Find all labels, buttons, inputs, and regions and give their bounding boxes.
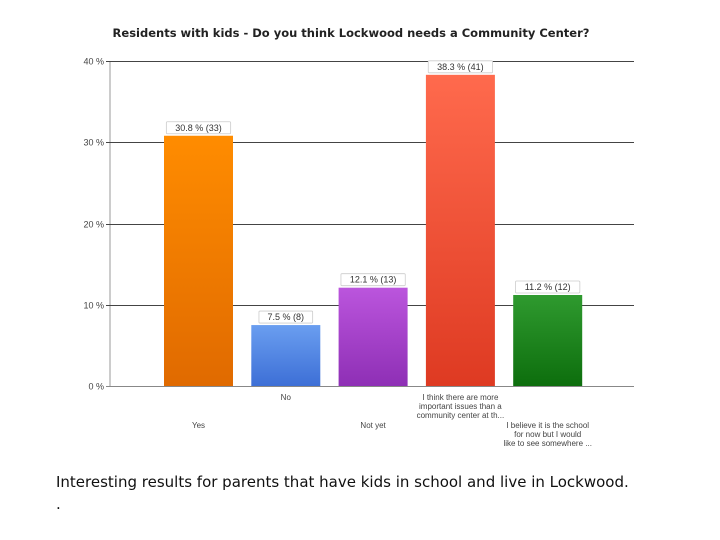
data-label-box	[515, 280, 581, 294]
data-label: 38.3 % (41)	[437, 62, 484, 72]
chart-title: Residents with kids - Do you think Lockw…	[113, 26, 590, 40]
category-label: Not yet	[360, 421, 386, 430]
data-label: 7.5 % (8)	[268, 312, 305, 322]
y-tick-label: 30 %	[83, 138, 104, 148]
bar	[338, 287, 408, 386]
category-label: I believe it is the school for now but I …	[503, 421, 591, 448]
bar	[251, 325, 321, 386]
bar	[425, 74, 495, 386]
data-label-box	[165, 121, 232, 135]
category-label: I think there are more important issues t…	[417, 393, 505, 420]
category-label: Yes	[192, 421, 205, 430]
data-label: 30.8 % (33)	[175, 123, 222, 133]
data-label-box	[340, 273, 406, 287]
caption-line-2: .	[56, 495, 61, 513]
y-tick-label: 10 %	[83, 301, 104, 311]
bar-chart: Residents with kids - Do you think Lockw…	[83, 26, 634, 448]
y-tick-label: 20 %	[83, 220, 104, 230]
bar	[513, 295, 583, 386]
caption: Interesting results for parents that hav…	[56, 471, 696, 515]
data-label-box	[258, 310, 314, 324]
y-tick-label: 0 %	[88, 382, 104, 392]
data-label: 11.2 % (12)	[525, 282, 571, 292]
data-label-box	[427, 60, 493, 74]
caption-line-1: Interesting results for parents that hav…	[56, 473, 629, 491]
y-tick-label: 40 %	[83, 57, 104, 67]
category-label: No	[281, 393, 292, 402]
data-label: 12.1 % (13)	[350, 275, 397, 285]
bar	[164, 135, 233, 386]
